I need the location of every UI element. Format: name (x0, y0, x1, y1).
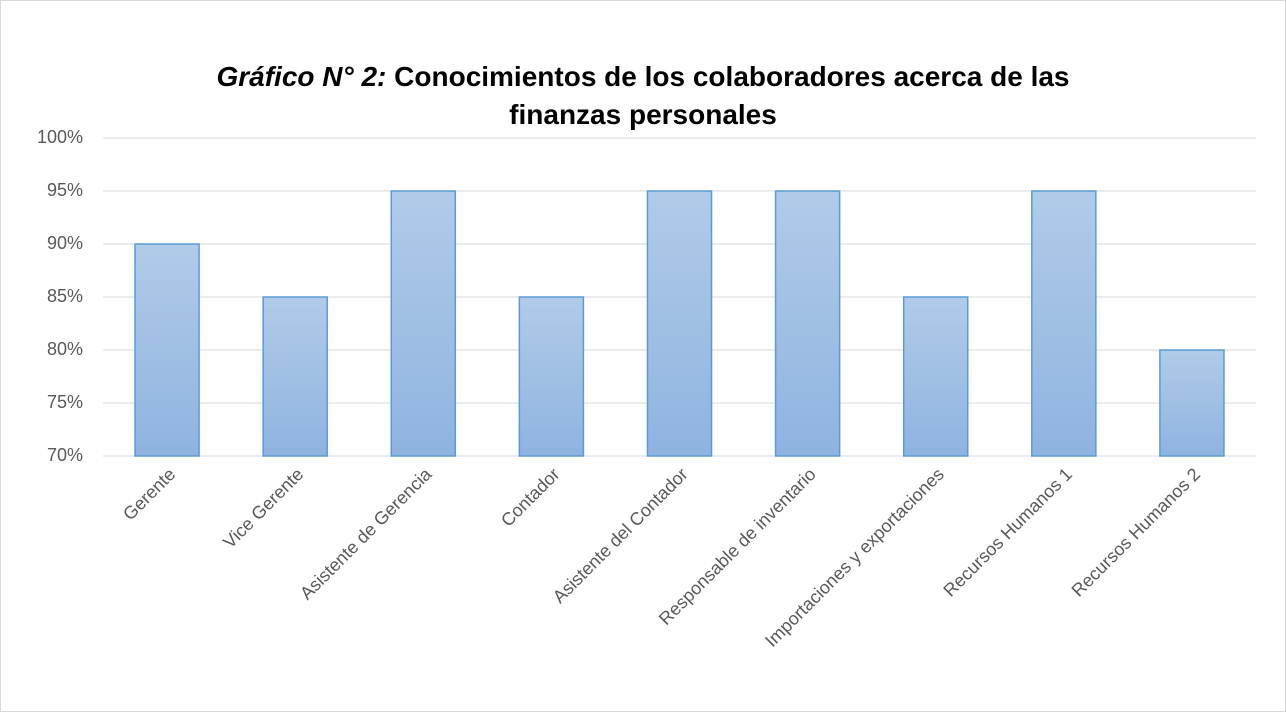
bar (262, 296, 328, 457)
y-tick-label: 70% (47, 445, 83, 465)
y-tick-label: 95% (47, 180, 83, 200)
y-tick-label: 90% (47, 233, 83, 253)
bar (646, 190, 713, 457)
y-tick-label: 85% (47, 286, 83, 306)
bar (518, 296, 585, 457)
y-tick-label: 75% (47, 392, 83, 412)
title-label: Gráfico N° 2: (216, 61, 387, 92)
title-text: Conocimientos de los colaboradores acerc… (394, 61, 1070, 130)
bar (1159, 349, 1225, 457)
bar (134, 243, 200, 457)
chart-title: Gráfico N° 2: Conocimientos de los colab… (173, 58, 1113, 134)
bar (390, 190, 457, 457)
bar (1031, 190, 1097, 457)
y-tick-label: 100% (37, 127, 83, 147)
bar (902, 296, 969, 457)
bar (774, 190, 841, 457)
y-tick-label: 80% (47, 339, 83, 359)
